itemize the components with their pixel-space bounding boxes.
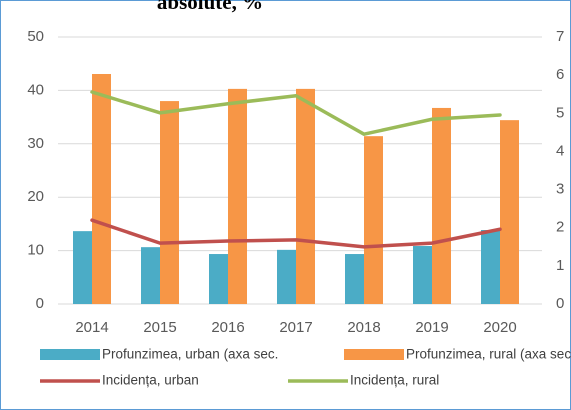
bar bbox=[209, 254, 228, 304]
y2-tick-label: 5 bbox=[556, 104, 564, 121]
bar bbox=[481, 230, 500, 304]
y2-tick-label: 4 bbox=[556, 142, 564, 159]
x-tick-label: 2018 bbox=[347, 319, 380, 336]
y2-tick-label: 2 bbox=[556, 219, 564, 236]
y-tick-label: 10 bbox=[27, 242, 44, 259]
bar bbox=[73, 231, 92, 304]
bar bbox=[160, 101, 179, 304]
legend-label: Incidența, urban bbox=[102, 373, 199, 388]
y2-tick-label: 0 bbox=[556, 295, 564, 312]
bar bbox=[228, 88, 247, 304]
bar bbox=[296, 88, 315, 304]
bar bbox=[364, 136, 383, 304]
bar bbox=[345, 254, 364, 304]
legend-swatch bbox=[40, 349, 100, 360]
bar bbox=[277, 249, 296, 304]
line bbox=[90, 90, 502, 136]
x-tick-label: 2017 bbox=[279, 319, 312, 336]
y-tick-label: 30 bbox=[27, 135, 44, 152]
legend-label: Incidența, rural bbox=[350, 373, 439, 388]
bar bbox=[413, 246, 432, 304]
line bbox=[90, 218, 502, 249]
x-tick-label: 2014 bbox=[75, 319, 108, 336]
legend-label: Profunzimea, rural (axa sec.) bbox=[406, 347, 571, 362]
x-tick-label: 2020 bbox=[483, 319, 516, 336]
bar bbox=[500, 120, 519, 304]
legend-label: Profunzimea, urban (axa sec. bbox=[102, 347, 278, 362]
y-tick-label: 50 bbox=[27, 28, 44, 45]
x-tick-label: 2019 bbox=[415, 319, 448, 336]
y2-tick-label: 1 bbox=[556, 257, 564, 274]
y2-tick-label: 3 bbox=[556, 181, 564, 198]
bar bbox=[432, 107, 451, 305]
y-tick-label: 40 bbox=[27, 81, 44, 98]
y2-tick-label: 7 bbox=[556, 28, 564, 45]
y2-tick-label: 6 bbox=[556, 66, 564, 83]
y-tick-label: 20 bbox=[27, 188, 44, 205]
x-tick-label: 2015 bbox=[143, 319, 176, 336]
bar bbox=[92, 73, 111, 305]
chart-title: absolute, % bbox=[157, 0, 263, 14]
x-tick-label: 2016 bbox=[211, 319, 244, 336]
y-tick-label: 0 bbox=[36, 295, 44, 312]
bar bbox=[141, 247, 160, 304]
legend-swatch bbox=[344, 349, 404, 360]
